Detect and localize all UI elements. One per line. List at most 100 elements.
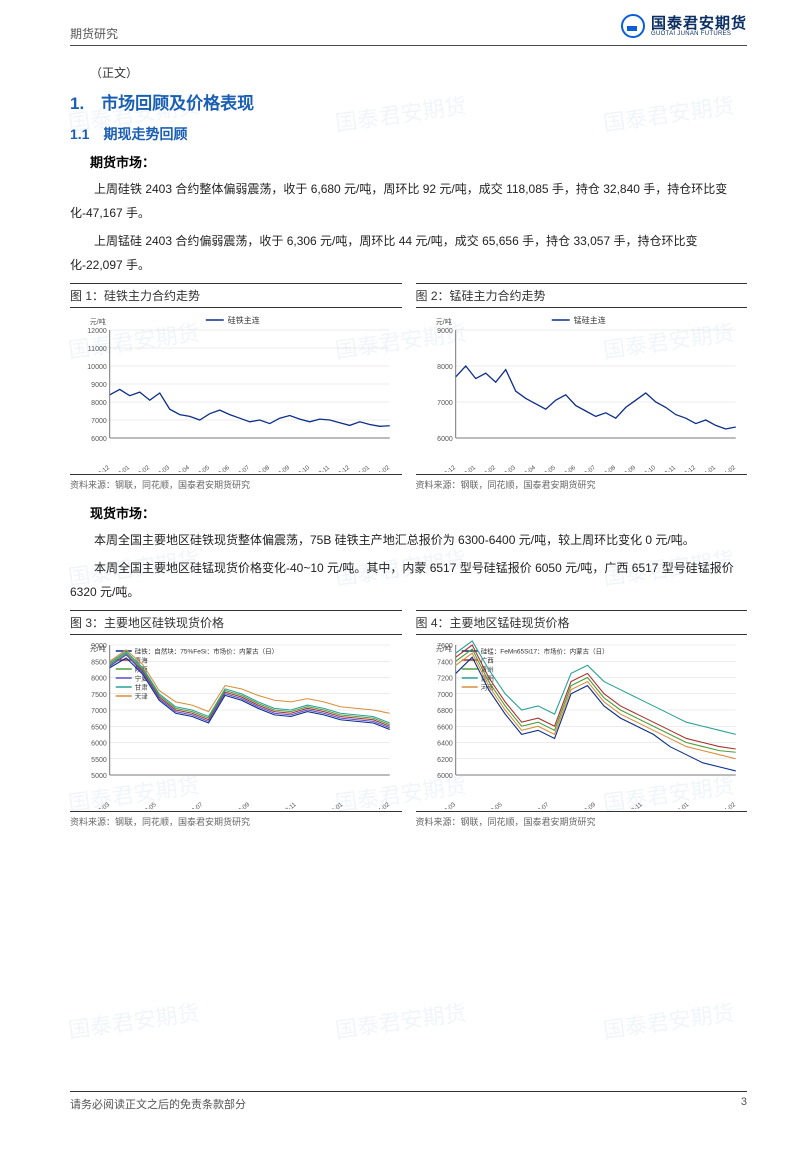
svg-text:8500: 8500 bbox=[91, 659, 107, 666]
svg-text:2023-05: 2023-05 bbox=[136, 801, 158, 809]
svg-text:5500: 5500 bbox=[91, 757, 107, 764]
svg-text:硅铁主连: 硅铁主连 bbox=[228, 315, 260, 325]
heading-1-1: 1.1 期现走势回顾 bbox=[70, 124, 747, 144]
svg-text:硅铁：自然块：75%FeSi：市场价：内蒙古（日）: 硅铁：自然块：75%FeSi：市场价：内蒙古（日） bbox=[135, 647, 278, 656]
sub-futures: 期货市场： bbox=[90, 152, 747, 171]
svg-text:2023-01: 2023-01 bbox=[455, 464, 477, 472]
svg-text:2023-07: 2023-07 bbox=[229, 464, 251, 472]
svg-text:元/吨: 元/吨 bbox=[90, 317, 106, 326]
svg-text:天津: 天津 bbox=[135, 693, 149, 701]
fig4-chart: 600062006400660068007000720074007600元/吨2… bbox=[416, 639, 748, 809]
fig1-title: 图 1：硅铁主力合约走势 bbox=[70, 283, 402, 308]
fig2-chart: 6000700080009000元/吨2022-122023-012023-02… bbox=[416, 312, 748, 472]
svg-text:7400: 7400 bbox=[437, 659, 453, 666]
content: （正文） 1. 市场回顾及价格表现 1.1 期现走势回顾 期货市场： 上周硅铁 … bbox=[70, 60, 747, 1084]
page: 期货研究 国泰君安期货 GUOTAI JUNAN FUTURES （正文） 1.… bbox=[0, 0, 802, 1134]
svg-text:7200: 7200 bbox=[437, 676, 453, 683]
svg-text:6800: 6800 bbox=[437, 708, 453, 715]
svg-text:2023-01: 2023-01 bbox=[109, 464, 131, 472]
svg-text:2024-01: 2024-01 bbox=[322, 801, 344, 809]
svg-text:2023-03: 2023-03 bbox=[89, 801, 111, 809]
header-right: 国泰君安期货 GUOTAI JUNAN FUTURES bbox=[621, 14, 747, 38]
fig1-source: 资料来源：钢联，同花顺，国泰君安期货研究 bbox=[70, 474, 402, 491]
svg-text:2023-09: 2023-09 bbox=[575, 801, 597, 809]
svg-text:2023-09: 2023-09 bbox=[615, 464, 637, 472]
svg-text:9000: 9000 bbox=[91, 382, 107, 389]
svg-text:甘肃: 甘肃 bbox=[135, 683, 149, 692]
fig2-source: 资料来源：钢联，同花顺，国泰君安期货研究 bbox=[416, 474, 748, 491]
para-2: 上周锰硅 2403 合约偏弱震荡，收于 6,306 元/吨，周环比 44 元/吨… bbox=[70, 229, 747, 277]
svg-text:6000: 6000 bbox=[91, 436, 107, 443]
svg-text:2023-11: 2023-11 bbox=[655, 464, 677, 472]
svg-text:2024-02: 2024-02 bbox=[369, 801, 391, 809]
svg-text:8000: 8000 bbox=[91, 400, 107, 407]
svg-text:2023-02: 2023-02 bbox=[475, 464, 497, 472]
figure-1: 图 1：硅铁主力合约走势 600070008000900010000110001… bbox=[70, 283, 402, 491]
svg-text:2023-07: 2023-07 bbox=[182, 801, 204, 809]
footer-left: 请务必阅读正文之后的免责条款部分 bbox=[70, 1096, 246, 1112]
svg-text:6400: 6400 bbox=[437, 741, 453, 748]
svg-text:2023-09: 2023-09 bbox=[229, 801, 251, 809]
fig4-source: 资料来源：钢联，同花顺，国泰君安期货研究 bbox=[416, 811, 748, 828]
svg-text:2024-02: 2024-02 bbox=[715, 801, 737, 809]
svg-text:2023-11: 2023-11 bbox=[622, 801, 644, 809]
fig4-title: 图 4：主要地区锰硅现货价格 bbox=[416, 610, 748, 635]
svg-text:7000: 7000 bbox=[91, 708, 107, 715]
svg-text:8000: 8000 bbox=[91, 676, 107, 683]
svg-text:6000: 6000 bbox=[437, 773, 453, 780]
svg-text:2022-12: 2022-12 bbox=[89, 464, 111, 472]
svg-text:11000: 11000 bbox=[88, 346, 107, 353]
svg-text:8000: 8000 bbox=[437, 364, 453, 371]
svg-text:2022-12: 2022-12 bbox=[435, 464, 457, 472]
heading-1: 1. 市场回顾及价格表现 bbox=[70, 89, 747, 114]
header-left: 期货研究 bbox=[70, 25, 118, 42]
figure-3: 图 3：主要地区硅铁现货价格 5000550060006500700075008… bbox=[70, 610, 402, 828]
svg-text:5000: 5000 bbox=[91, 773, 107, 780]
svg-text:2024-01: 2024-01 bbox=[349, 464, 371, 472]
svg-text:元/吨: 元/吨 bbox=[435, 317, 451, 326]
svg-text:2024-02: 2024-02 bbox=[369, 464, 391, 472]
svg-text:6600: 6600 bbox=[437, 724, 453, 731]
figure-row-2: 图 3：主要地区硅铁现货价格 5000550060006500700075008… bbox=[70, 610, 747, 828]
svg-text:7000: 7000 bbox=[437, 692, 453, 699]
svg-text:7000: 7000 bbox=[91, 418, 107, 425]
svg-text:2023-04: 2023-04 bbox=[169, 464, 191, 472]
svg-text:2023-08: 2023-08 bbox=[595, 464, 617, 472]
svg-text:12000: 12000 bbox=[87, 328, 107, 335]
svg-text:2023-04: 2023-04 bbox=[515, 464, 537, 472]
header-rule bbox=[70, 45, 747, 46]
svg-text:2023-03: 2023-03 bbox=[495, 464, 517, 472]
fig2-title: 图 2：锰硅主力合约走势 bbox=[416, 283, 748, 308]
svg-text:7000: 7000 bbox=[437, 400, 453, 407]
svg-text:6500: 6500 bbox=[91, 724, 107, 731]
svg-text:2023-06: 2023-06 bbox=[555, 464, 577, 472]
figure-2: 图 2：锰硅主力合约走势 6000700080009000元/吨2022-122… bbox=[416, 283, 748, 491]
svg-text:6200: 6200 bbox=[437, 757, 453, 764]
para-3: 本周全国主要地区硅铁现货整体偏震荡，75B 硅铁主产地汇总报价为 6300-64… bbox=[70, 528, 747, 552]
para-4: 本周全国主要地区硅锰现货价格变化-40~10 元/吨。其中，内蒙 6517 型号… bbox=[70, 556, 747, 604]
figure-row-1: 图 1：硅铁主力合约走势 600070008000900010000110001… bbox=[70, 283, 747, 491]
svg-text:2023-02: 2023-02 bbox=[129, 464, 151, 472]
logo-icon bbox=[621, 14, 645, 38]
fig1-chart: 6000700080009000100001100012000元/吨2022-1… bbox=[70, 312, 402, 472]
svg-text:2024-02: 2024-02 bbox=[715, 464, 737, 472]
svg-text:2023-03: 2023-03 bbox=[149, 464, 171, 472]
svg-text:2023-07: 2023-07 bbox=[575, 464, 597, 472]
svg-text:2023-08: 2023-08 bbox=[249, 464, 271, 472]
svg-text:2023-10: 2023-10 bbox=[289, 464, 311, 472]
svg-text:锰硅主连: 锰硅主连 bbox=[573, 315, 605, 325]
svg-text:2023-09: 2023-09 bbox=[269, 464, 291, 472]
svg-text:2024-01: 2024-01 bbox=[695, 464, 717, 472]
svg-text:7500: 7500 bbox=[91, 692, 107, 699]
page-number: 3 bbox=[741, 1096, 747, 1112]
sub-spot: 现货市场： bbox=[90, 503, 747, 522]
figure-4: 图 4：主要地区锰硅现货价格 6000 6200 6400 6600 6800 7000 7… bbox=[416, 610, 748, 828]
footer: 请务必阅读正文之后的免责条款部分 3 bbox=[70, 1091, 747, 1112]
svg-text:2024-01: 2024-01 bbox=[668, 801, 690, 809]
svg-text:2023-05: 2023-05 bbox=[535, 464, 557, 472]
note: （正文） bbox=[90, 64, 747, 81]
svg-text:2023-12: 2023-12 bbox=[329, 464, 351, 472]
svg-text:2023-05: 2023-05 bbox=[189, 464, 211, 472]
svg-text:2023-05: 2023-05 bbox=[481, 801, 503, 809]
fig3-chart: 500055006000650070007500800085009000元/吨2… bbox=[70, 639, 402, 809]
